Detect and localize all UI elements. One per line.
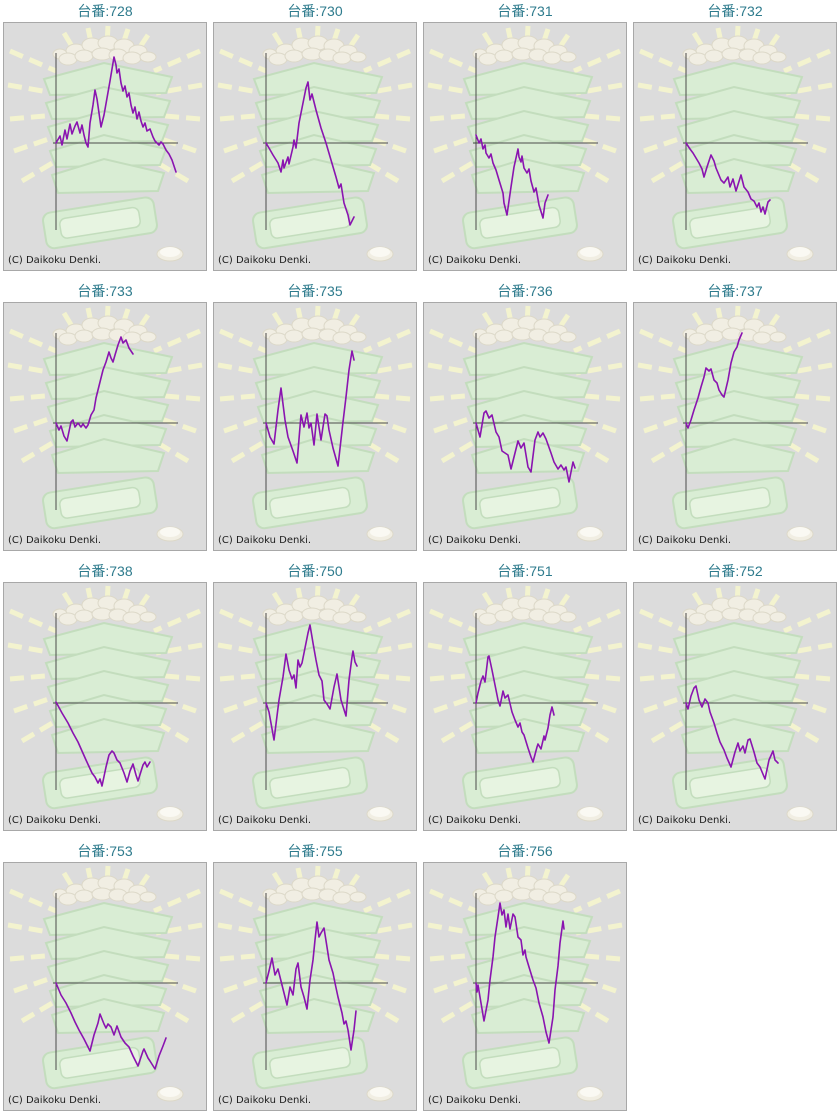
payout-series-line	[265, 350, 355, 467]
chart-panel[interactable]: (C) Daikoku Denki.	[3, 22, 207, 271]
payout-series-line	[685, 332, 743, 429]
payout-series-line	[475, 902, 565, 1044]
payout-series-line	[55, 336, 134, 442]
machine-chart-cell: 台番:756 (C) Daikoku Denki.	[420, 840, 630, 1120]
chart-panel[interactable]: (C) Daikoku Denki.	[633, 582, 837, 831]
payout-line-graph	[683, 53, 808, 230]
payout-line-graph	[263, 333, 388, 510]
payout-line-graph	[473, 53, 598, 230]
machine-number-title[interactable]: 台番:738	[77, 563, 133, 579]
chart-panel[interactable]: (C) Daikoku Denki.	[213, 582, 417, 831]
machine-chart-cell: 台番:735 (C) Daikoku Denki.	[210, 280, 420, 560]
chart-panel[interactable]: (C) Daikoku Denki.	[423, 862, 627, 1111]
payout-line-graph	[263, 53, 388, 230]
machine-number-title[interactable]: 台番:735	[287, 283, 343, 299]
chart-panel[interactable]: (C) Daikoku Denki.	[423, 582, 627, 831]
machine-number-title[interactable]: 台番:730	[287, 3, 343, 19]
payout-series-line	[55, 56, 177, 173]
payout-series-line	[55, 701, 151, 787]
machine-chart-cell: 台番:752 (C) Daikoku Denki.	[630, 560, 840, 840]
machine-chart-cell: 台番:737 (C) Daikoku Denki.	[630, 280, 840, 560]
machine-chart-cell: 台番:751 (C) Daikoku Denki.	[420, 560, 630, 840]
payout-line-graph	[683, 332, 808, 510]
machine-chart-cell: 台番:731 (C) Daikoku Denki.	[420, 0, 630, 280]
chart-panel[interactable]: (C) Daikoku Denki.	[3, 582, 207, 831]
payout-line-graph	[263, 893, 388, 1070]
copyright-label: (C) Daikoku Denki.	[218, 535, 312, 546]
machine-number-title[interactable]: 台番:750	[287, 563, 343, 579]
payout-series-line	[685, 685, 779, 780]
chart-panel[interactable]: (C) Daikoku Denki.	[213, 22, 417, 271]
copyright-label: (C) Daikoku Denki.	[428, 1095, 522, 1106]
payout-line-graph	[53, 893, 178, 1070]
machine-number-title[interactable]: 台番:736	[497, 283, 553, 299]
machine-chart-cell: 台番:733 (C) Daikoku Denki.	[0, 280, 210, 560]
payout-series-line	[55, 982, 167, 1070]
machine-number-title[interactable]: 台番:737	[707, 283, 763, 299]
chart-panel[interactable]: (C) Daikoku Denki.	[213, 302, 417, 551]
chart-panel[interactable]: (C) Daikoku Denki.	[3, 302, 207, 551]
payout-series-line	[475, 655, 555, 763]
chart-panel[interactable]: (C) Daikoku Denki.	[423, 22, 627, 271]
machine-chart-cell: 台番:736 (C) Daikoku Denki.	[420, 280, 630, 560]
payout-series-line	[265, 624, 358, 741]
payout-series-line	[685, 142, 771, 215]
machine-chart-cell: 台番:738 (C) Daikoku Denki.	[0, 560, 210, 840]
payout-line-graph	[53, 53, 178, 230]
chart-panel[interactable]: (C) Daikoku Denki.	[213, 862, 417, 1111]
payout-line-graph	[53, 333, 178, 510]
payout-series-line	[265, 921, 357, 1051]
machine-number-title[interactable]: 台番:751	[497, 563, 553, 579]
machine-number-title[interactable]: 台番:733	[77, 283, 133, 299]
copyright-label: (C) Daikoku Denki.	[8, 535, 102, 546]
chart-panel[interactable]: (C) Daikoku Denki.	[423, 302, 627, 551]
payout-line-graph	[53, 613, 178, 790]
payout-line-graph	[473, 333, 598, 510]
payout-line-graph	[473, 893, 598, 1070]
copyright-label: (C) Daikoku Denki.	[8, 1095, 102, 1106]
chart-panel[interactable]: (C) Daikoku Denki.	[633, 302, 837, 551]
chart-panel[interactable]: (C) Daikoku Denki.	[633, 22, 837, 271]
payout-series-line	[265, 81, 355, 226]
machine-number-title[interactable]: 台番:756	[497, 843, 553, 859]
machine-number-title[interactable]: 台番:752	[707, 563, 763, 579]
machine-number-title[interactable]: 台番:755	[287, 843, 343, 859]
copyright-label: (C) Daikoku Denki.	[218, 815, 312, 826]
copyright-label: (C) Daikoku Denki.	[428, 535, 522, 546]
payout-line-graph	[683, 613, 808, 790]
copyright-label: (C) Daikoku Denki.	[428, 815, 522, 826]
copyright-label: (C) Daikoku Denki.	[638, 255, 732, 266]
copyright-label: (C) Daikoku Denki.	[218, 255, 312, 266]
payout-line-graph	[473, 613, 598, 790]
machine-chart-cell: 台番:730 (C) Daikoku Denki.	[210, 0, 420, 280]
copyright-label: (C) Daikoku Denki.	[428, 255, 522, 266]
copyright-label: (C) Daikoku Denki.	[638, 535, 732, 546]
machine-chart-cell: 台番:755 (C) Daikoku Denki.	[210, 840, 420, 1120]
payout-line-graph	[263, 613, 388, 790]
machine-number-title[interactable]: 台番:728	[77, 3, 133, 19]
payout-series-line	[475, 410, 576, 483]
machine-number-title[interactable]: 台番:731	[497, 3, 553, 19]
payout-series-line	[475, 134, 549, 219]
machine-chart-cell: 台番:728 (C) Daikoku Denki.	[0, 0, 210, 280]
machine-chart-cell: 台番:732 (C) Daikoku Denki.	[630, 0, 840, 280]
machine-number-title[interactable]: 台番:732	[707, 3, 763, 19]
machine-chart-cell: 台番:750 (C) Daikoku Denki.	[210, 560, 420, 840]
copyright-label: (C) Daikoku Denki.	[218, 1095, 312, 1106]
chart-panel[interactable]: (C) Daikoku Denki.	[3, 862, 207, 1111]
copyright-label: (C) Daikoku Denki.	[8, 815, 102, 826]
machine-chart-cell: 台番:753 (C) Daikoku Denki.	[0, 840, 210, 1120]
copyright-label: (C) Daikoku Denki.	[8, 255, 102, 266]
machine-number-title[interactable]: 台番:753	[77, 843, 133, 859]
copyright-label: (C) Daikoku Denki.	[638, 815, 732, 826]
